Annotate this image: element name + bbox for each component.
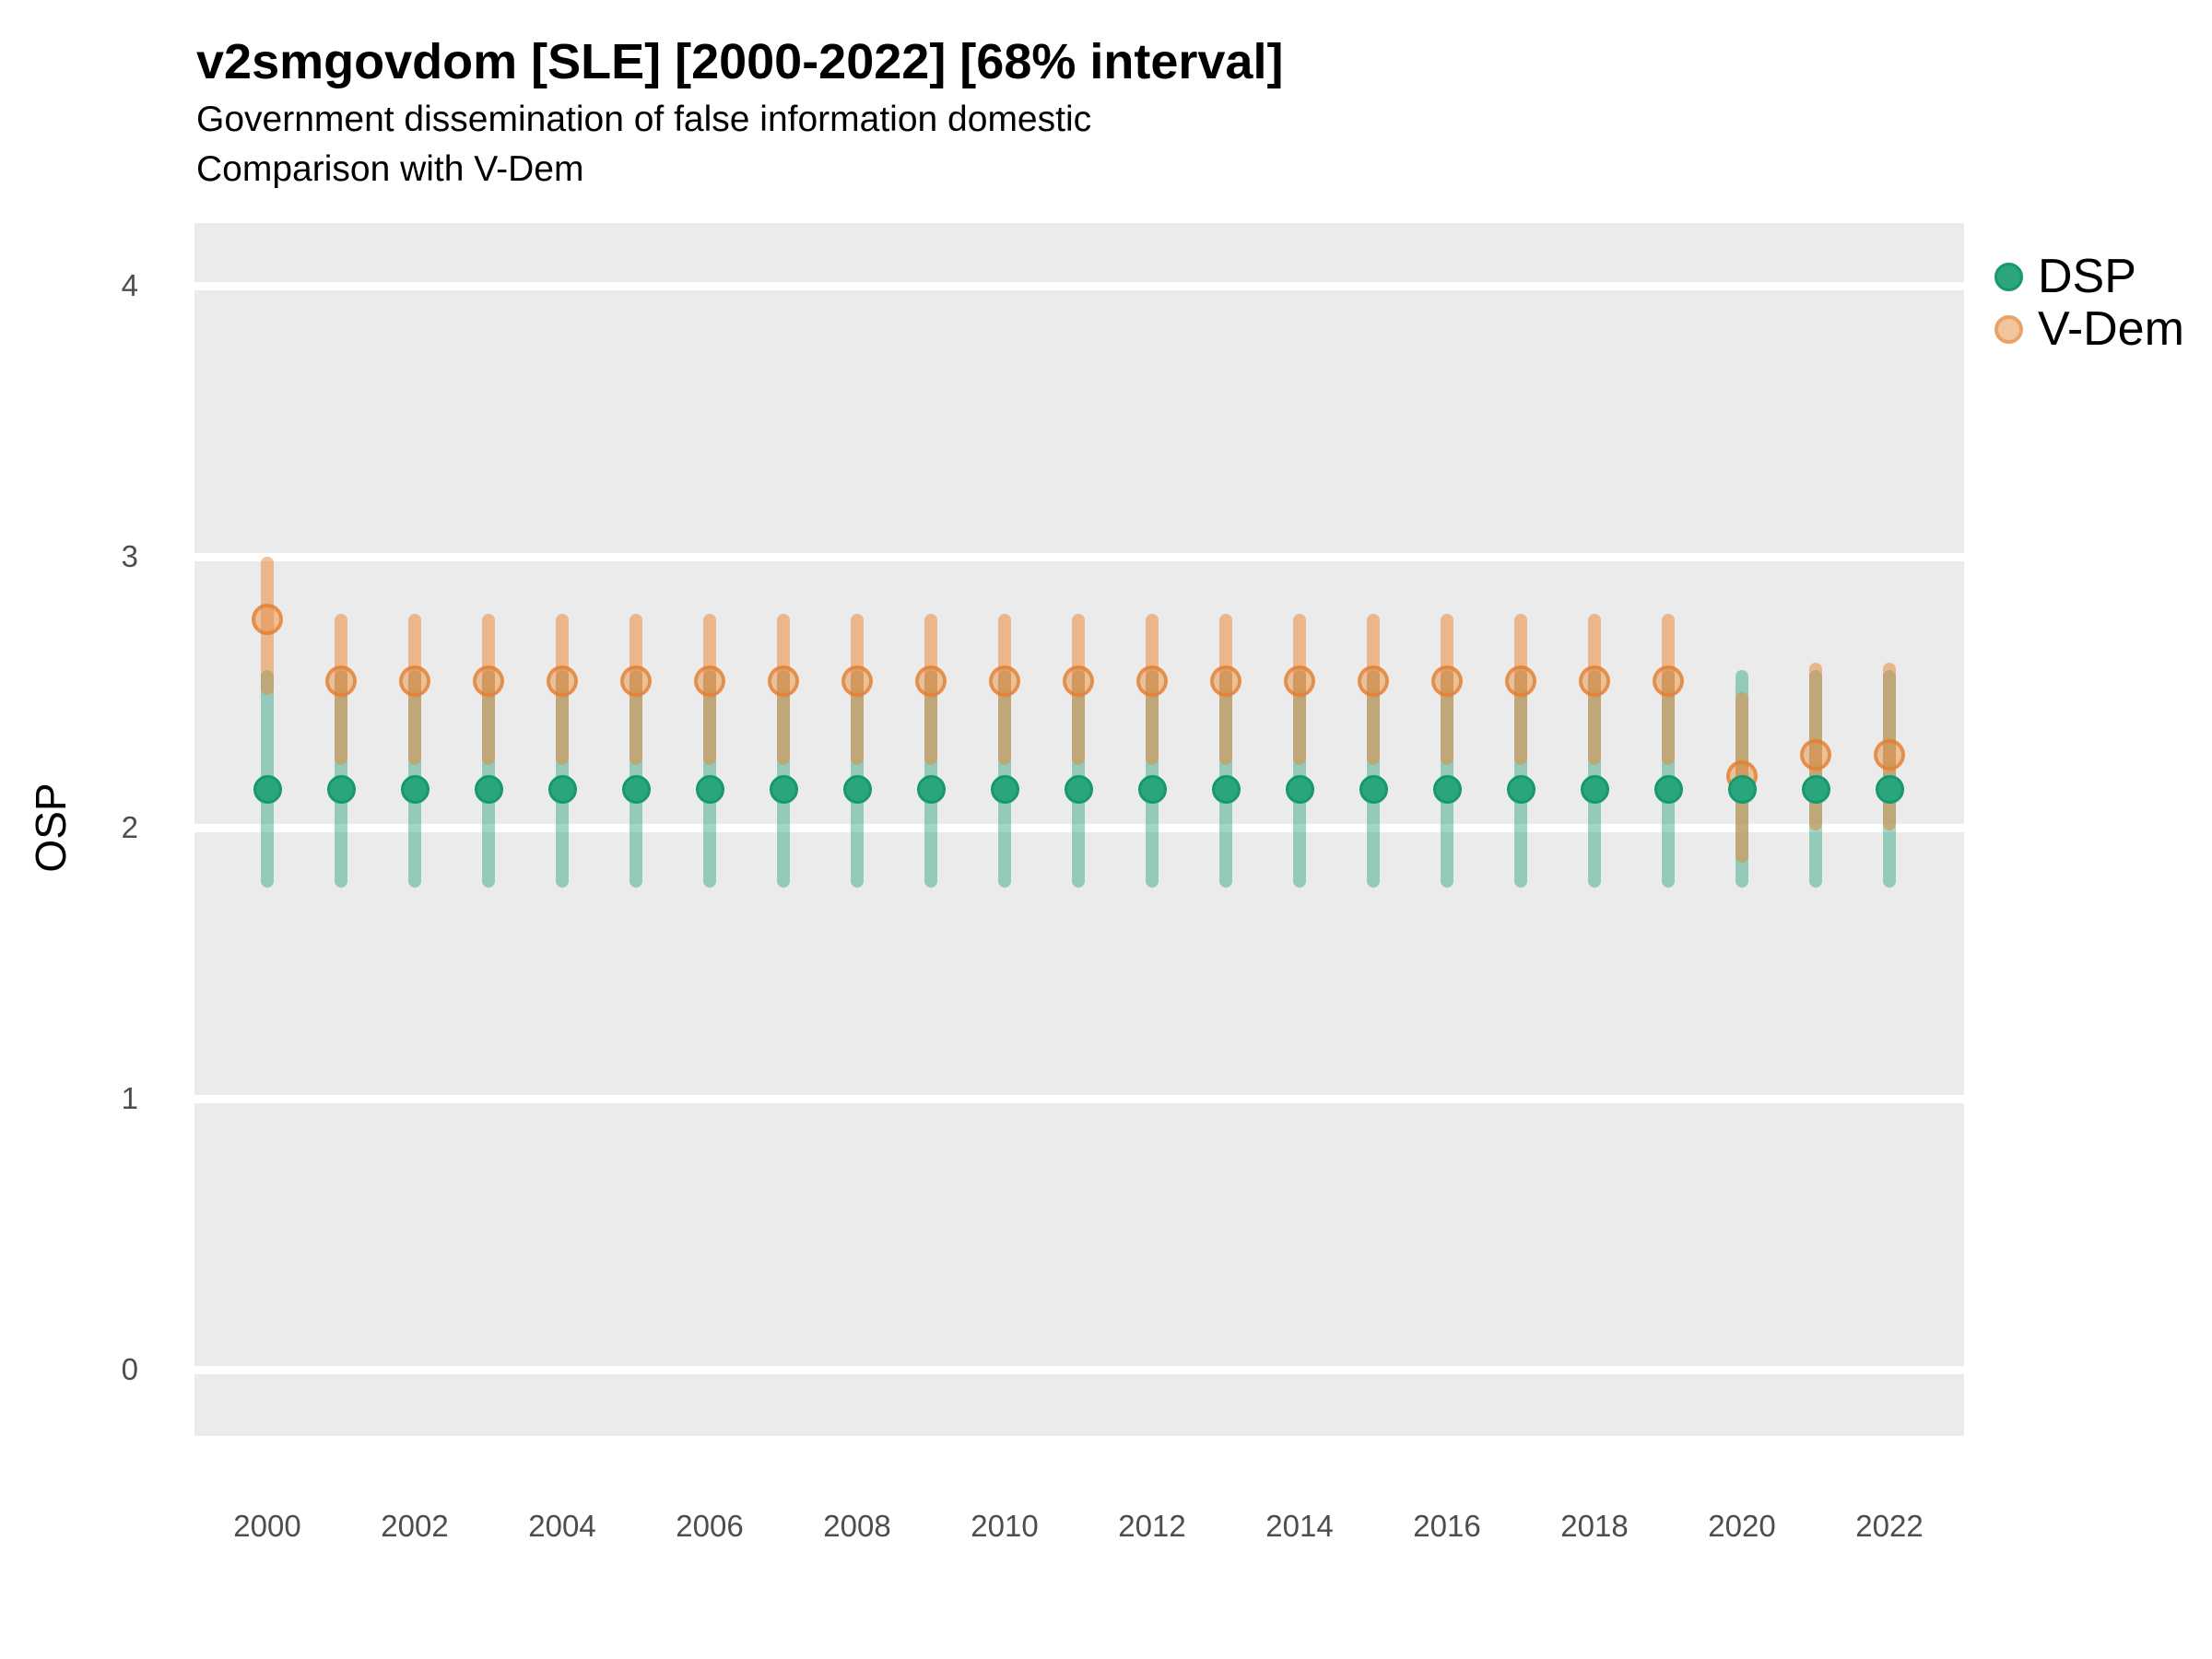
vdem-point-2018 (1579, 665, 1610, 698)
dsp-point-2007 (769, 775, 798, 805)
dsp-point-2001 (326, 775, 356, 805)
vdem-point-2000 (252, 603, 283, 635)
vdem-point-2008 (841, 665, 873, 698)
vdem-point-2007 (768, 665, 799, 698)
y-tick-label-3: 3 (121, 539, 138, 573)
chart-subtitle-line1: Government dissemination of false inform… (196, 100, 1092, 139)
vdem-point-2003 (473, 665, 504, 698)
dsp-point-2008 (842, 775, 872, 805)
vdem-point-2004 (547, 665, 578, 698)
x-tick-label-2012: 2012 (1118, 1509, 1186, 1543)
dsp-point-2019 (1653, 775, 1683, 805)
vdem-point-2021 (1800, 738, 1831, 771)
dsp-point-2018 (1580, 775, 1609, 805)
vdem-point-2002 (399, 665, 430, 698)
y-tick-label-1: 1 (121, 1081, 138, 1115)
dsp-point-2005 (621, 775, 651, 805)
x-tick-label-2018: 2018 (1560, 1509, 1629, 1543)
vdem-point-2006 (694, 665, 725, 698)
dsp-point-2009 (916, 775, 946, 805)
vdem-point-2012 (1136, 665, 1168, 698)
legend: DSP V-Dem (1959, 251, 2208, 356)
dsp-point-2004 (547, 775, 577, 805)
legend-item-vdem: V-Dem (1959, 303, 2208, 356)
vdem-point-2017 (1505, 665, 1536, 698)
x-tick-label-2004: 2004 (528, 1509, 596, 1543)
vdem-point-2013 (1210, 665, 1241, 698)
vdem-point-2011 (1063, 665, 1094, 698)
dsp-point-2013 (1211, 775, 1241, 805)
x-tick-label-2016: 2016 (1413, 1509, 1481, 1543)
chart-subtitle-line2: Comparison with V-Dem (196, 149, 584, 189)
chart-title: v2smgovdom [SLE] [2000-2022] [68% interv… (196, 34, 1284, 89)
dsp-point-2015 (1359, 775, 1388, 805)
dsp-point-swatch-icon (1994, 263, 2023, 291)
dsp-point-2016 (1432, 775, 1462, 805)
y-tick-label-0: 0 (121, 1352, 138, 1386)
x-tick-label-2008: 2008 (823, 1509, 891, 1543)
x-tick-label-2014: 2014 (1265, 1509, 1334, 1543)
dsp-point-2010 (990, 775, 1019, 805)
y-tick-label-2: 2 (121, 810, 138, 844)
dsp-point-2020 (1727, 775, 1757, 805)
x-tick-label-2020: 2020 (1708, 1509, 1776, 1543)
gridline-y1 (194, 1094, 1964, 1103)
gridline-y0 (194, 1365, 1964, 1374)
vdem-point-2005 (620, 665, 652, 698)
vdem-point-2022 (1874, 738, 1905, 771)
x-tick-label-2010: 2010 (971, 1509, 1039, 1543)
dsp-point-2000 (253, 775, 282, 805)
dsp-point-2021 (1801, 775, 1830, 805)
dsp-point-2003 (474, 775, 503, 805)
gridline-y3 (194, 552, 1964, 561)
x-tick-label-2002: 2002 (381, 1509, 449, 1543)
legend-dsp-label: DSP (2038, 250, 2136, 303)
legend-item-dsp: DSP (1959, 251, 2208, 303)
vdem-point-2010 (989, 665, 1020, 698)
dsp-point-2011 (1064, 775, 1093, 805)
vdem-point-swatch-icon (1994, 315, 2023, 344)
x-tick-label-2022: 2022 (1855, 1509, 1924, 1543)
dsp-point-2017 (1506, 775, 1535, 805)
y-tick-label-4: 4 (121, 268, 138, 302)
legend-vdem-label: V-Dem (2038, 302, 2184, 356)
vdem-point-2001 (325, 665, 357, 698)
dsp-point-2002 (400, 775, 429, 805)
dsp-point-2022 (1875, 775, 1904, 805)
gridline-y2 (194, 823, 1964, 832)
dsp-point-2006 (695, 775, 724, 805)
x-tick-label-2000: 2000 (233, 1509, 301, 1543)
x-tick-label-2006: 2006 (676, 1509, 744, 1543)
dsp-point-2014 (1285, 775, 1314, 805)
vdem-point-2015 (1358, 665, 1389, 698)
y-axis-title: OSP (27, 782, 75, 873)
vdem-point-2009 (915, 665, 947, 698)
dsp-point-2012 (1137, 775, 1167, 805)
vdem-point-2014 (1284, 665, 1315, 698)
gridline-y4 (194, 281, 1964, 290)
vdem-point-2019 (1653, 665, 1684, 698)
vdem-point-2016 (1431, 665, 1463, 698)
